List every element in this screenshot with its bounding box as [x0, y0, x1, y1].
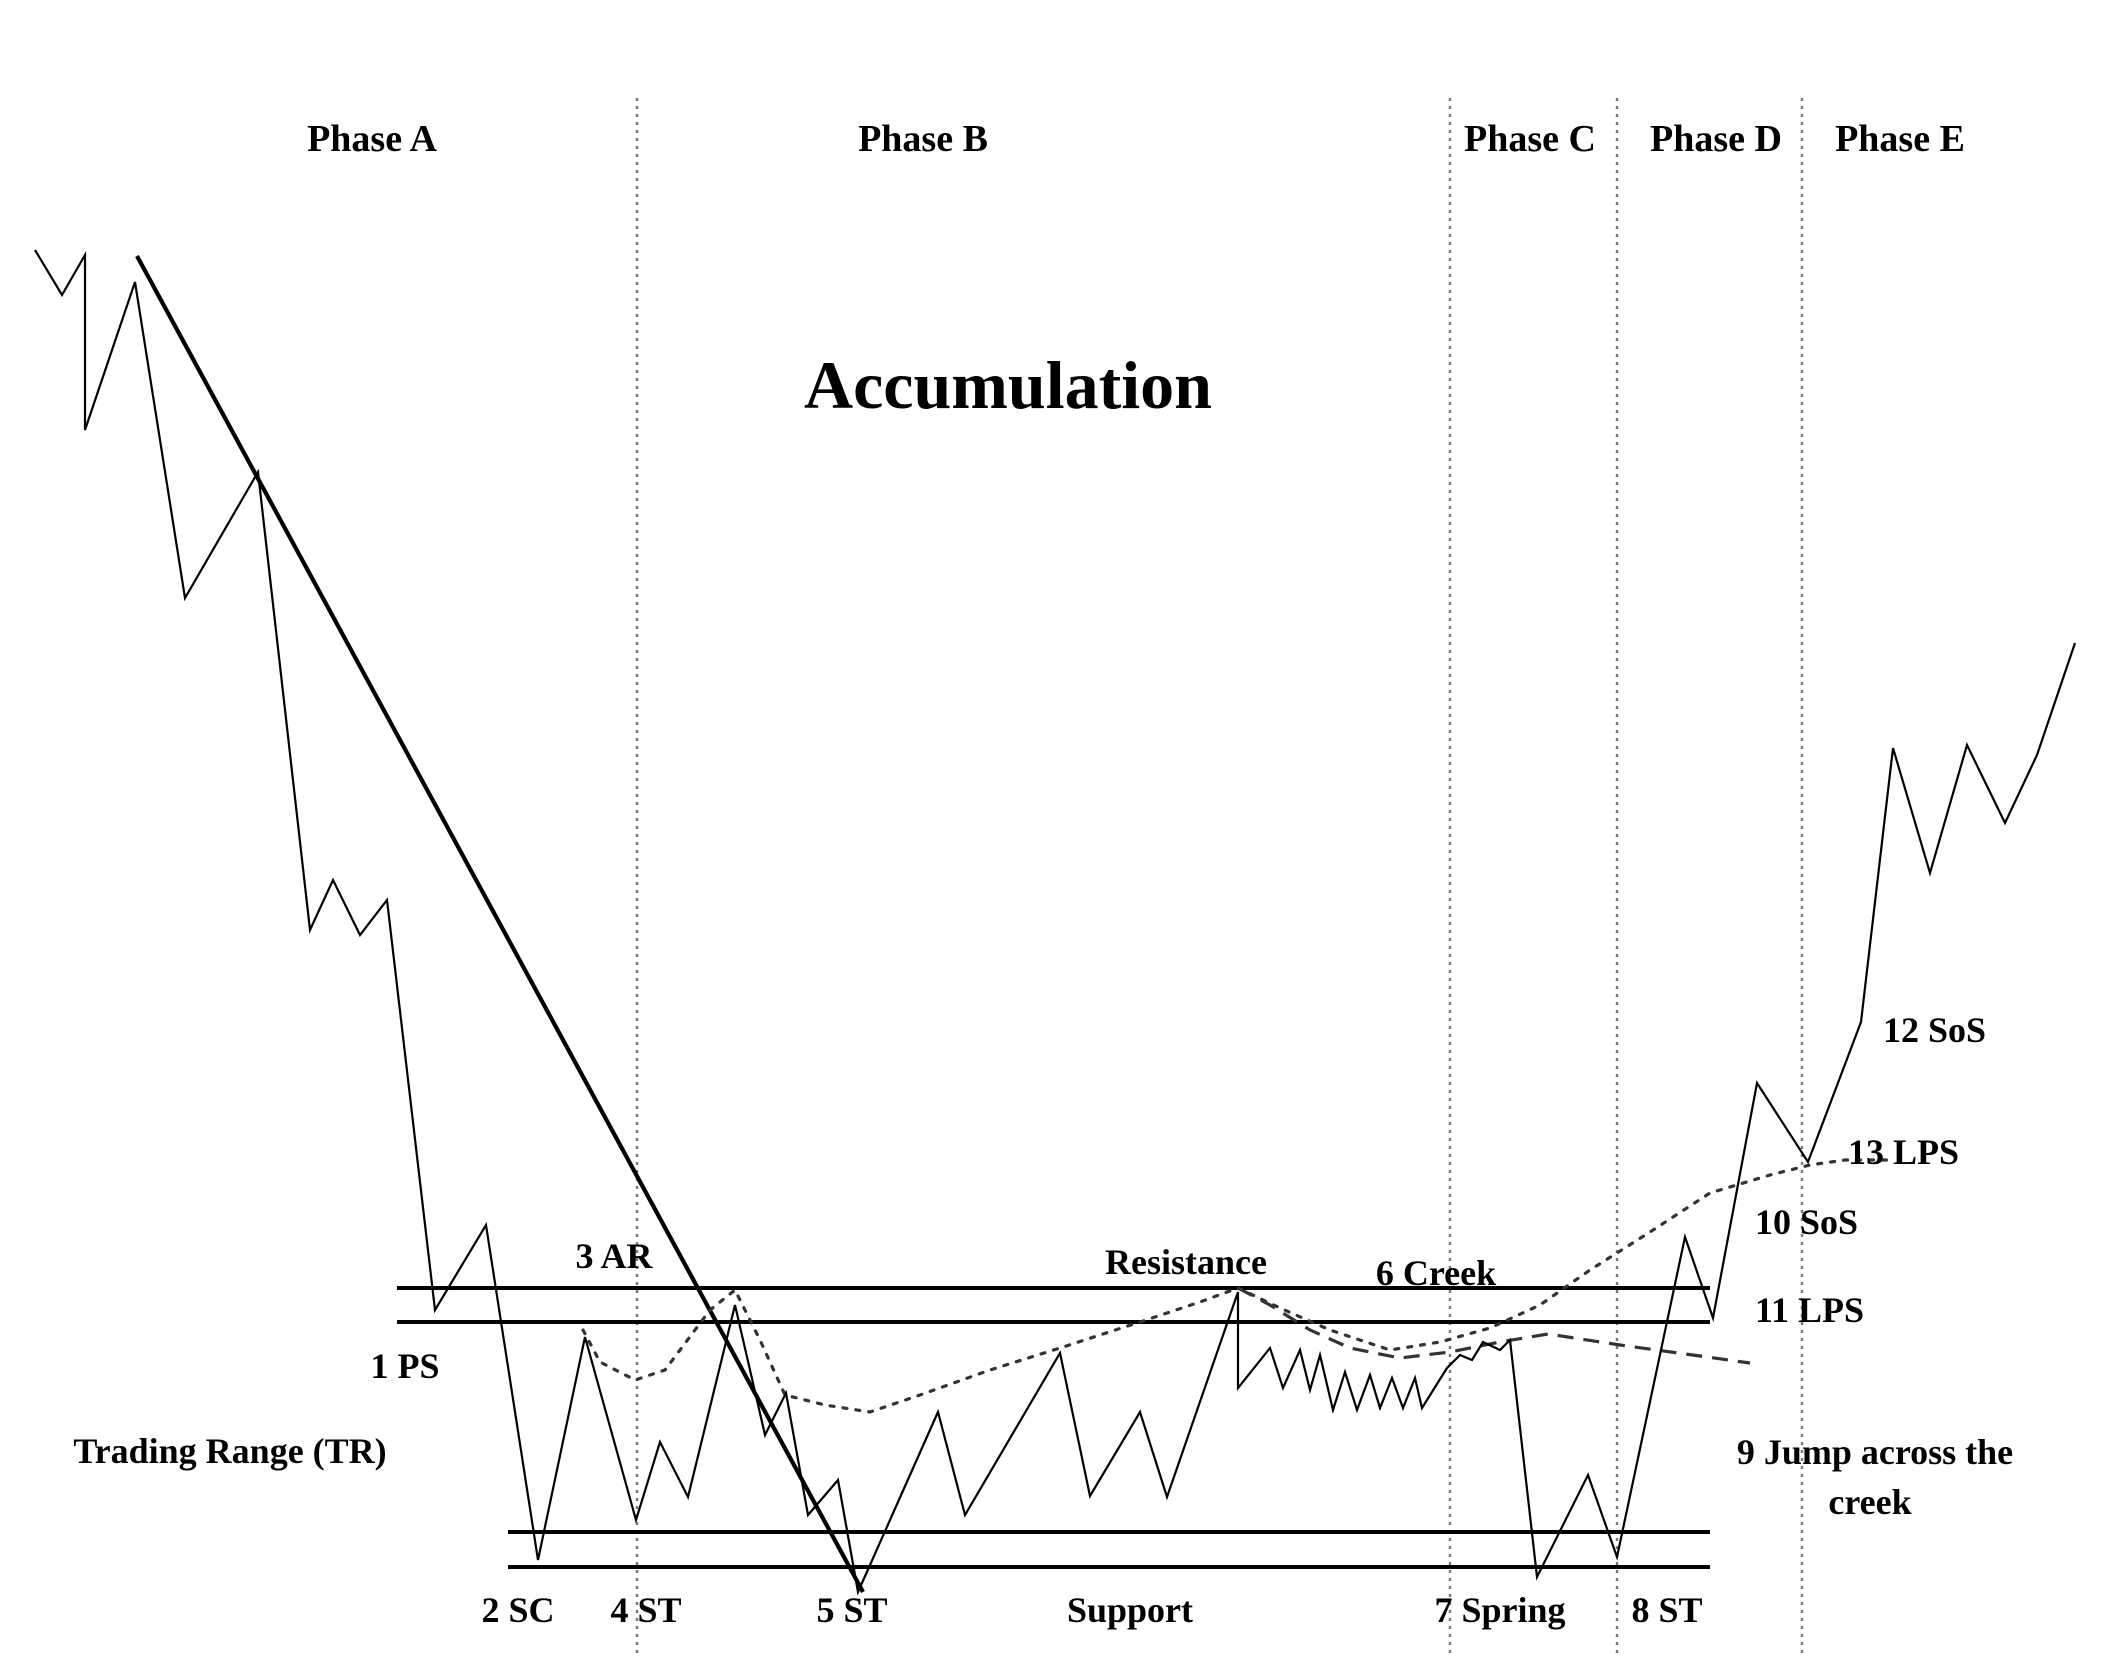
label-4-st: 4 ST: [610, 1590, 681, 1630]
label-7-spring: 7 Spring: [1434, 1590, 1565, 1630]
label-1-ps: 1 PS: [370, 1346, 439, 1386]
label-resistance: Resistance: [1105, 1242, 1267, 1282]
creek-dashed-curve: [1237, 1286, 1751, 1365]
label-support: Support: [1067, 1590, 1193, 1630]
phase-a-label: Phase A: [307, 118, 437, 160]
label-8-st: 8 ST: [1631, 1590, 1702, 1630]
label-3-ar: 3 AR: [575, 1236, 653, 1276]
label-6-creek: 6 Creek: [1376, 1253, 1496, 1293]
label-2-sc: 2 SC: [481, 1590, 554, 1630]
label-5-st: 5 ST: [816, 1590, 887, 1630]
price-path: [34, 249, 2077, 1596]
label-trading-range: Trading Range (TR): [73, 1431, 386, 1471]
label-9-jump-line2: creek: [1828, 1482, 1911, 1522]
diagram-title: Accumulation: [804, 347, 1212, 423]
label-12-sos: 12 SoS: [1883, 1010, 1986, 1050]
phase-b-label: Phase B: [858, 118, 988, 160]
label-11-lps: 11 LPS: [1755, 1290, 1864, 1330]
phase-c-label: Phase C: [1464, 118, 1596, 160]
label-10-sos: 10 SoS: [1755, 1202, 1858, 1242]
phase-d-label: Phase D: [1650, 118, 1782, 160]
label-13-lps: 13 LPS: [1848, 1132, 1959, 1172]
phase-e-label: Phase E: [1835, 118, 1965, 160]
label-9-jump-line1: 9 Jump across the: [1737, 1432, 2013, 1472]
